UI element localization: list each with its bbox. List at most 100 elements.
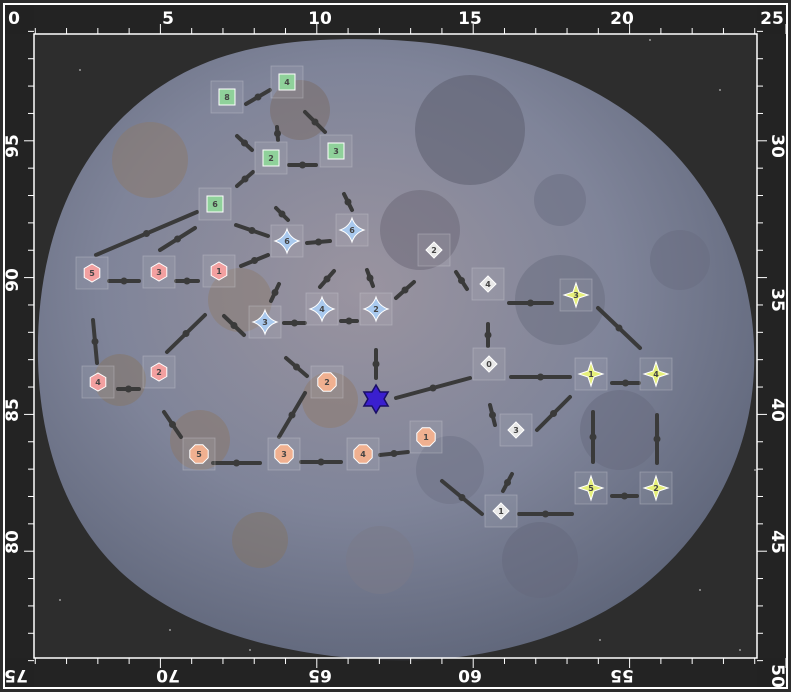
link-midpoint [241,139,248,147]
node-red-0[interactable]: 5 [75,256,109,290]
red-hexagon-icon [150,362,168,382]
link-midpoint [621,492,628,500]
blue-star-icon[interactable] [362,383,390,415]
crater [170,410,230,470]
node-orange-0[interactable]: 2 [310,365,344,399]
link-midpoint [293,363,300,371]
node-label: 2 [431,246,437,255]
link-midpoint [615,324,623,332]
player-marker[interactable] [362,383,390,415]
green-square-icon [206,195,224,213]
node-label: 5 [588,484,594,493]
link-midpoint [174,235,181,243]
star-dot [169,629,171,631]
blue-diamond-star-icon [273,227,301,255]
node-red-3[interactable]: 4 [81,365,115,399]
node-blue-1[interactable]: 6 [335,213,369,247]
node-orange-1[interactable]: 1 [409,420,443,454]
node-label: 2 [156,368,162,377]
ruler-label-right: 40 [767,398,787,422]
crater [112,122,188,198]
node-label: 1 [423,433,429,442]
link-midpoint [183,277,191,285]
node-red-2[interactable]: 1 [202,254,236,288]
link-midpoint [429,384,437,392]
ruler-label-right: 45 [767,530,787,554]
node-red-4[interactable]: 2 [142,355,176,389]
node-green-0[interactable]: 8 [210,80,244,114]
orange-octagon-icon [189,444,209,464]
node-label: 3 [281,450,287,459]
node-label: 6 [349,226,355,235]
node-orange-3[interactable]: 3 [267,437,301,471]
link-midpoint [278,210,286,218]
node-label: 6 [212,200,218,209]
ruler-label-top: 0 [8,9,20,29]
star-dot [249,649,251,651]
node-yellow-3[interactable]: 5 [574,471,608,505]
node-label: 3 [513,426,519,435]
link-midpoint [317,458,325,466]
node-red-1[interactable]: 3 [142,255,176,289]
node-green-1[interactable]: 4 [270,65,304,99]
link-midpoint [271,289,279,296]
node-blue-0[interactable]: 6 [270,224,304,258]
node-halo [267,437,301,471]
blue-diamond-star-icon [251,308,279,336]
node-label: 0 [486,360,492,369]
node-yellow-4[interactable]: 2 [639,471,673,505]
node-yellow-0[interactable]: 3 [559,278,593,312]
node-links [91,88,661,518]
yellow-star-icon [577,360,605,388]
node-gray-0[interactable]: 2 [417,233,451,267]
node-label: 5 [89,269,95,278]
node-label: 4 [485,280,491,289]
ruler-top [4,4,787,34]
link-midpoint [344,198,352,206]
link-midpoint [458,494,466,501]
node-green-2[interactable]: 2 [254,141,288,175]
node-gray-2[interactable]: 0 [472,347,506,381]
node-orange-4[interactable]: 4 [346,437,380,471]
crater [232,512,288,568]
node-label: 4 [653,370,659,379]
yellow-star-icon [562,281,590,309]
crater [650,230,710,290]
node-gray-1[interactable]: 4 [471,267,505,301]
ruler-label-left: 90 [3,268,23,292]
node-label: 4 [319,305,325,314]
node-label: 4 [284,78,290,87]
node-orange-2[interactable]: 5 [182,437,216,471]
orange-octagon-icon [317,372,337,392]
ruler-bottom [4,658,787,688]
node-yellow-1[interactable]: 1 [574,357,608,391]
background-stars [29,39,756,651]
link-midpoint [653,435,661,443]
node-halo [202,254,236,288]
ruler-label-top: 15 [458,9,482,29]
node-blue-3[interactable]: 4 [305,292,339,326]
yellow-star-icon [577,474,605,502]
ruler-label-right: 30 [767,134,787,158]
node-blue-2[interactable]: 3 [248,305,282,339]
node-yellow-2[interactable]: 4 [639,357,673,391]
node-label: 2 [324,378,330,387]
link-midpoint [323,275,331,283]
asteroid-craters [94,75,710,598]
link-midpoint [169,421,176,428]
green-square-icon [327,142,345,160]
node-green-4[interactable]: 6 [198,187,232,221]
link-midpoint [589,433,597,441]
ruler-left [4,4,34,688]
star-dot [739,649,741,651]
node-label: 2 [268,154,274,163]
node-green-3[interactable]: 3 [319,134,353,168]
red-hexagon-icon [89,372,107,392]
node-gray-4[interactable]: 1 [484,494,518,528]
link-midpoint [366,274,374,282]
node-gray-3[interactable]: 3 [499,413,533,447]
node-label: 3 [262,318,268,327]
node-blue-4[interactable]: 2 [359,292,393,326]
link-midpoint [233,459,240,467]
